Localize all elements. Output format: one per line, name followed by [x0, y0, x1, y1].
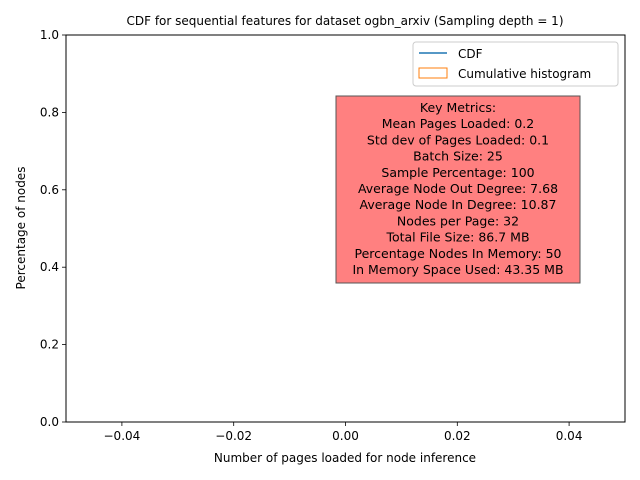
key-metrics-line: In Memory Space Used: 43.35 MB — [352, 262, 563, 277]
y-tick-label: 0.8 — [40, 105, 59, 119]
x-tick-label: 0.02 — [444, 429, 471, 443]
y-tick-label: 1.0 — [40, 28, 59, 42]
legend-histogram-label: Cumulative histogram — [458, 67, 591, 81]
y-tick-label: 0.4 — [40, 260, 59, 274]
key-metrics-background — [335, 95, 581, 284]
key-metrics-line: Mean Pages Loaded: 0.2 — [382, 116, 534, 131]
key-metrics-line: Average Node Out Degree: 7.68 — [358, 181, 558, 196]
y-axis-label: Percentage of nodes — [14, 167, 28, 290]
legend-frame — [412, 41, 619, 87]
key-metrics-line: Percentage Nodes In Memory: 50 — [354, 246, 561, 261]
x-tick-label: −0.02 — [215, 429, 252, 443]
key-metrics-line: Key Metrics: — [420, 100, 496, 115]
y-tick-label: 0.0 — [40, 415, 59, 429]
y-tick-label: 0.2 — [40, 338, 59, 352]
key-metrics-line: Average Node In Degree: 10.87 — [360, 197, 557, 212]
legend: CDF Cumulative histogram — [412, 41, 619, 87]
legend-cdf-label: CDF — [458, 47, 483, 61]
key-metrics-line: Batch Size: 25 — [413, 149, 503, 164]
key-metrics-line: Nodes per Page: 32 — [397, 213, 519, 228]
plot-frame — [65, 34, 626, 423]
legend-histogram-swatch — [418, 67, 448, 79]
x-tick-label: 0.00 — [332, 429, 359, 443]
key-metrics-line: Sample Percentage: 100 — [381, 165, 534, 180]
key-metrics-line: Std dev of Pages Loaded: 0.1 — [367, 132, 549, 147]
x-axis-ticks: −0.04 −0.02 0.00 0.02 0.04 — [104, 422, 583, 443]
x-tick-label: −0.04 — [104, 429, 141, 443]
x-tick-label: 0.04 — [556, 429, 583, 443]
x-axis-label: Number of pages loaded for node inferenc… — [214, 451, 476, 465]
y-axis-ticks: 0.0 0.2 0.4 0.6 0.8 1.0 — [40, 28, 66, 429]
chart-title: CDF for sequential features for dataset … — [126, 14, 563, 28]
key-metrics-line: Total File Size: 86.7 MB — [385, 230, 529, 245]
y-tick-label: 0.6 — [40, 183, 59, 197]
